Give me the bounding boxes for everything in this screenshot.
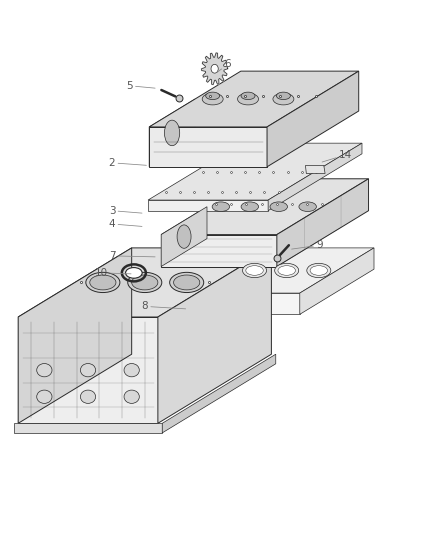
Text: 2: 2 xyxy=(109,158,146,168)
Ellipse shape xyxy=(124,390,139,403)
Ellipse shape xyxy=(81,390,95,403)
Ellipse shape xyxy=(164,120,180,146)
Polygon shape xyxy=(161,207,207,266)
Ellipse shape xyxy=(278,266,295,275)
Ellipse shape xyxy=(212,202,230,212)
Ellipse shape xyxy=(126,268,142,278)
Ellipse shape xyxy=(243,263,267,278)
Text: 5: 5 xyxy=(126,81,155,91)
Polygon shape xyxy=(14,423,162,433)
Polygon shape xyxy=(158,248,272,423)
Polygon shape xyxy=(18,317,158,423)
Text: 7: 7 xyxy=(109,251,155,261)
Polygon shape xyxy=(18,248,132,423)
Text: 9: 9 xyxy=(292,240,323,250)
Polygon shape xyxy=(148,200,268,211)
Ellipse shape xyxy=(170,272,204,293)
Ellipse shape xyxy=(237,93,258,105)
Text: 4: 4 xyxy=(109,219,142,229)
Ellipse shape xyxy=(90,275,116,290)
Ellipse shape xyxy=(246,266,263,275)
Polygon shape xyxy=(277,179,368,266)
Ellipse shape xyxy=(307,263,331,278)
Polygon shape xyxy=(149,71,359,127)
Text: 14: 14 xyxy=(322,150,352,162)
Polygon shape xyxy=(161,179,368,235)
Text: 10: 10 xyxy=(95,268,131,278)
Polygon shape xyxy=(201,53,228,85)
Polygon shape xyxy=(300,248,374,314)
Polygon shape xyxy=(149,127,267,167)
Polygon shape xyxy=(199,293,300,314)
Ellipse shape xyxy=(132,275,158,290)
Ellipse shape xyxy=(276,92,290,100)
Ellipse shape xyxy=(173,275,200,290)
Polygon shape xyxy=(305,165,325,173)
Ellipse shape xyxy=(86,272,120,293)
Polygon shape xyxy=(161,235,277,266)
Ellipse shape xyxy=(177,225,191,248)
Ellipse shape xyxy=(37,390,52,403)
Polygon shape xyxy=(268,143,362,211)
Ellipse shape xyxy=(81,364,95,377)
Ellipse shape xyxy=(273,93,294,105)
Ellipse shape xyxy=(275,263,299,278)
Ellipse shape xyxy=(270,202,287,212)
Text: 6: 6 xyxy=(217,60,231,72)
Polygon shape xyxy=(199,248,374,293)
Ellipse shape xyxy=(310,266,328,275)
Ellipse shape xyxy=(241,92,255,100)
Ellipse shape xyxy=(202,93,223,105)
Ellipse shape xyxy=(37,364,52,377)
Polygon shape xyxy=(162,354,276,433)
Polygon shape xyxy=(148,143,362,200)
Polygon shape xyxy=(149,99,195,167)
Polygon shape xyxy=(267,71,359,167)
Text: 8: 8 xyxy=(141,301,186,311)
Ellipse shape xyxy=(299,202,316,212)
Ellipse shape xyxy=(206,92,219,100)
Ellipse shape xyxy=(211,64,218,73)
Polygon shape xyxy=(18,248,272,317)
Ellipse shape xyxy=(241,202,258,212)
Text: 3: 3 xyxy=(109,206,142,216)
Ellipse shape xyxy=(124,364,139,377)
Ellipse shape xyxy=(128,272,162,293)
